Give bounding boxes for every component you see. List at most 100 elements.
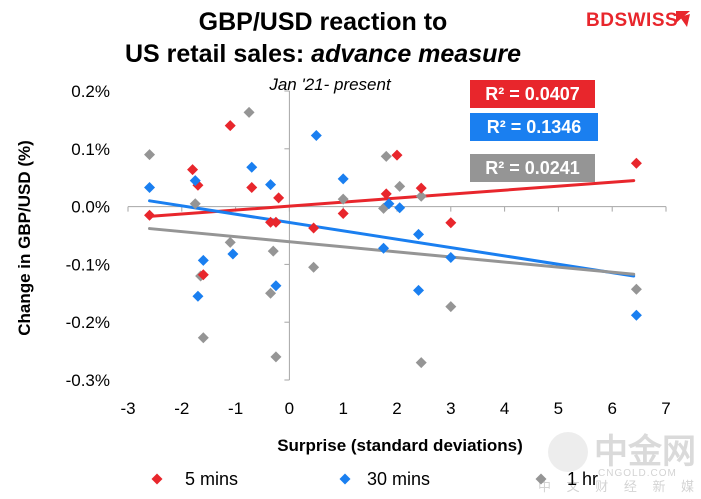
y-axis-label: Change in GBP/USD (%)	[15, 140, 34, 336]
data-point-series-0	[246, 182, 258, 194]
data-point-series-1	[337, 173, 349, 185]
data-point-series-1	[394, 202, 406, 214]
data-point-series-0	[445, 217, 457, 229]
data-point-series-2	[394, 180, 406, 192]
r-squared-labels: R² = 0.0407 R² = 0.1346 R² = 0.0241	[470, 80, 598, 182]
data-point-series-2	[630, 283, 642, 295]
data-point-series-1	[270, 280, 282, 292]
watermark: 中金网 CNGOLD.COM 中 文 财 经 新 媒 体	[538, 432, 701, 494]
data-point-series-1	[246, 161, 258, 173]
data-point-series-1	[227, 248, 239, 260]
data-point-series-2	[380, 150, 392, 162]
data-point-series-2	[270, 351, 282, 363]
data-point-series-0	[391, 149, 403, 161]
data-point-series-0	[380, 188, 392, 200]
data-point-series-0	[197, 269, 209, 281]
data-point-series-2	[224, 236, 236, 248]
data-point-series-0	[415, 182, 427, 194]
data-point-series-2	[308, 261, 320, 273]
data-point-series-0	[337, 208, 349, 220]
x-tick-label: 5	[554, 399, 563, 418]
r-squared-label-series-2: R² = 0.0241	[485, 158, 580, 178]
y-tick-label: 0.1%	[71, 140, 110, 159]
legend: 5 mins 30 mins 1 hr	[151, 469, 598, 489]
x-tick-label: 0	[285, 399, 294, 418]
data-point-series-0	[144, 209, 156, 221]
legend-label-series-0: 5 mins	[185, 469, 238, 489]
y-tick-label: 0.0%	[71, 198, 110, 217]
watermark-url: CNGOLD.COM	[598, 468, 677, 479]
data-point-series-0	[270, 216, 282, 228]
x-tick-label: 6	[607, 399, 616, 418]
data-point-series-2	[189, 198, 201, 210]
data-point-series-0	[273, 192, 285, 204]
y-tick-label: -0.3%	[66, 371, 110, 390]
y-tick-label: 0.2%	[71, 82, 110, 101]
chart-subtitle: Jan '21- present	[268, 75, 392, 94]
watermark-logo-icon	[548, 432, 588, 472]
chart-title-line-1: GBP/USD reaction to	[199, 8, 448, 36]
r-squared-box-series-0	[470, 80, 595, 108]
data-point-series-1	[310, 130, 322, 142]
y-tick-label: -0.2%	[66, 313, 110, 332]
legend-label-series-2: 1 hr	[567, 469, 598, 489]
data-point-series-2	[445, 301, 457, 313]
data-point-series-1	[630, 309, 642, 321]
data-point-series-1	[189, 175, 201, 187]
data-point-series-1	[192, 290, 204, 302]
watermark-title: 中金网	[594, 432, 696, 471]
trend-lines	[148, 179, 636, 278]
x-tick-label: -3	[120, 399, 135, 418]
chart-title-line-2-normal: US retail sales:	[125, 40, 311, 68]
x-tick-label: -1	[228, 399, 243, 418]
x-tick-label: 3	[446, 399, 455, 418]
x-tick-label: -2	[174, 399, 189, 418]
legend-label-series-1: 30 mins	[367, 469, 430, 489]
data-point-series-1	[413, 284, 425, 296]
brand-logo-text: BDSWISS	[586, 10, 678, 31]
x-tick-label: 2	[392, 399, 401, 418]
data-point-series-0	[187, 164, 199, 176]
trend-line-series-2	[148, 227, 636, 276]
data-point-series-0	[224, 120, 236, 132]
data-point-series-2	[243, 106, 255, 118]
data-point-series-1	[413, 228, 425, 240]
data-point-series-1	[265, 179, 277, 191]
r-squared-box-series-1	[470, 113, 598, 141]
chart-title-line-2-italic: advance measure	[311, 40, 521, 68]
data-point-series-2	[415, 357, 427, 369]
x-tick-label: 4	[500, 399, 509, 418]
data-point-series-2	[197, 332, 209, 344]
axes: 0.2% 0.1% 0.0% -0.1% -0.2% -0.3% -3 -2 -1 0 1 2 3 4 5 6…	[66, 82, 671, 418]
brand-logo-mark	[676, 11, 690, 27]
watermark-subtitle: 中 文 财 经 新 媒 体	[538, 479, 701, 494]
data-point-series-0	[630, 157, 642, 169]
data-point-series-1	[445, 251, 457, 263]
x-axis-label: Surprise (standard deviations)	[277, 436, 523, 455]
data-point-series-2	[415, 190, 427, 202]
data-point-series-2	[265, 287, 277, 299]
trend-line-series-1	[148, 199, 636, 278]
r-squared-label-series-0: R² = 0.0407	[485, 84, 580, 104]
legend-marker-series-2	[535, 473, 547, 485]
data-point-series-1	[378, 242, 390, 254]
legend-marker-series-1	[339, 473, 351, 485]
chart-title-line-2: US retail sales: advance measure	[125, 40, 521, 68]
data-point-series-2	[337, 193, 349, 205]
data-point-series-2	[144, 149, 156, 161]
data-point-series-1	[383, 198, 395, 210]
data-point-series-2	[267, 245, 279, 257]
x-tick-label: 7	[661, 399, 670, 418]
x-tick-label: 1	[338, 399, 347, 418]
legend-marker-series-0	[151, 473, 163, 485]
brand-logo: BDSWISS	[586, 10, 690, 31]
data-point-series-0	[308, 222, 320, 234]
y-tick-label: -0.1%	[66, 255, 110, 274]
trend-line-series-0	[148, 179, 636, 218]
r-squared-label-series-1: R² = 0.1346	[487, 117, 582, 137]
data-point-series-1	[144, 182, 156, 194]
data-points	[144, 106, 642, 369]
data-point-series-1	[197, 254, 209, 266]
